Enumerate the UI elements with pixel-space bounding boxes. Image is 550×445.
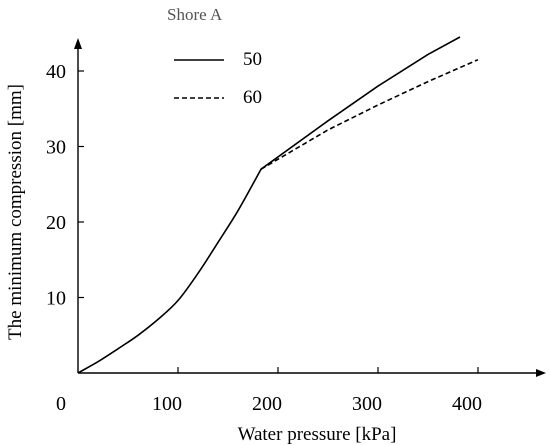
series-lines: [77, 36, 479, 374]
legend-label: 50: [243, 49, 262, 70]
y-axis-arrow: [74, 38, 82, 49]
x-tick-label: 0: [56, 393, 66, 415]
legend: Shore A 50 60: [167, 5, 262, 108]
legend-label: 60: [243, 87, 262, 108]
y-tick-label: 30: [46, 137, 66, 159]
y-tick-label: 20: [46, 212, 66, 234]
legend-title: Shore A: [167, 5, 223, 24]
x-ticks: 0 100 200 300 400: [56, 367, 482, 415]
x-axis-label: Water pressure [kPa]: [238, 424, 397, 445]
series-line-60: [260, 58, 479, 170]
y-tick-label: 10: [46, 288, 66, 310]
y-axis-label: The minimum compression [mm]: [5, 84, 26, 340]
x-axis-arrow: [536, 369, 546, 377]
y-tick-label: 40: [46, 61, 66, 83]
x-tick-label: 300: [352, 393, 382, 415]
axes: [74, 38, 546, 377]
x-tick-label: 400: [452, 393, 482, 415]
y-ticks: 10 20 30 40: [46, 61, 84, 310]
x-tick-label: 100: [152, 393, 182, 415]
x-tick-label: 200: [252, 393, 282, 415]
series-line-50: [77, 36, 461, 374]
